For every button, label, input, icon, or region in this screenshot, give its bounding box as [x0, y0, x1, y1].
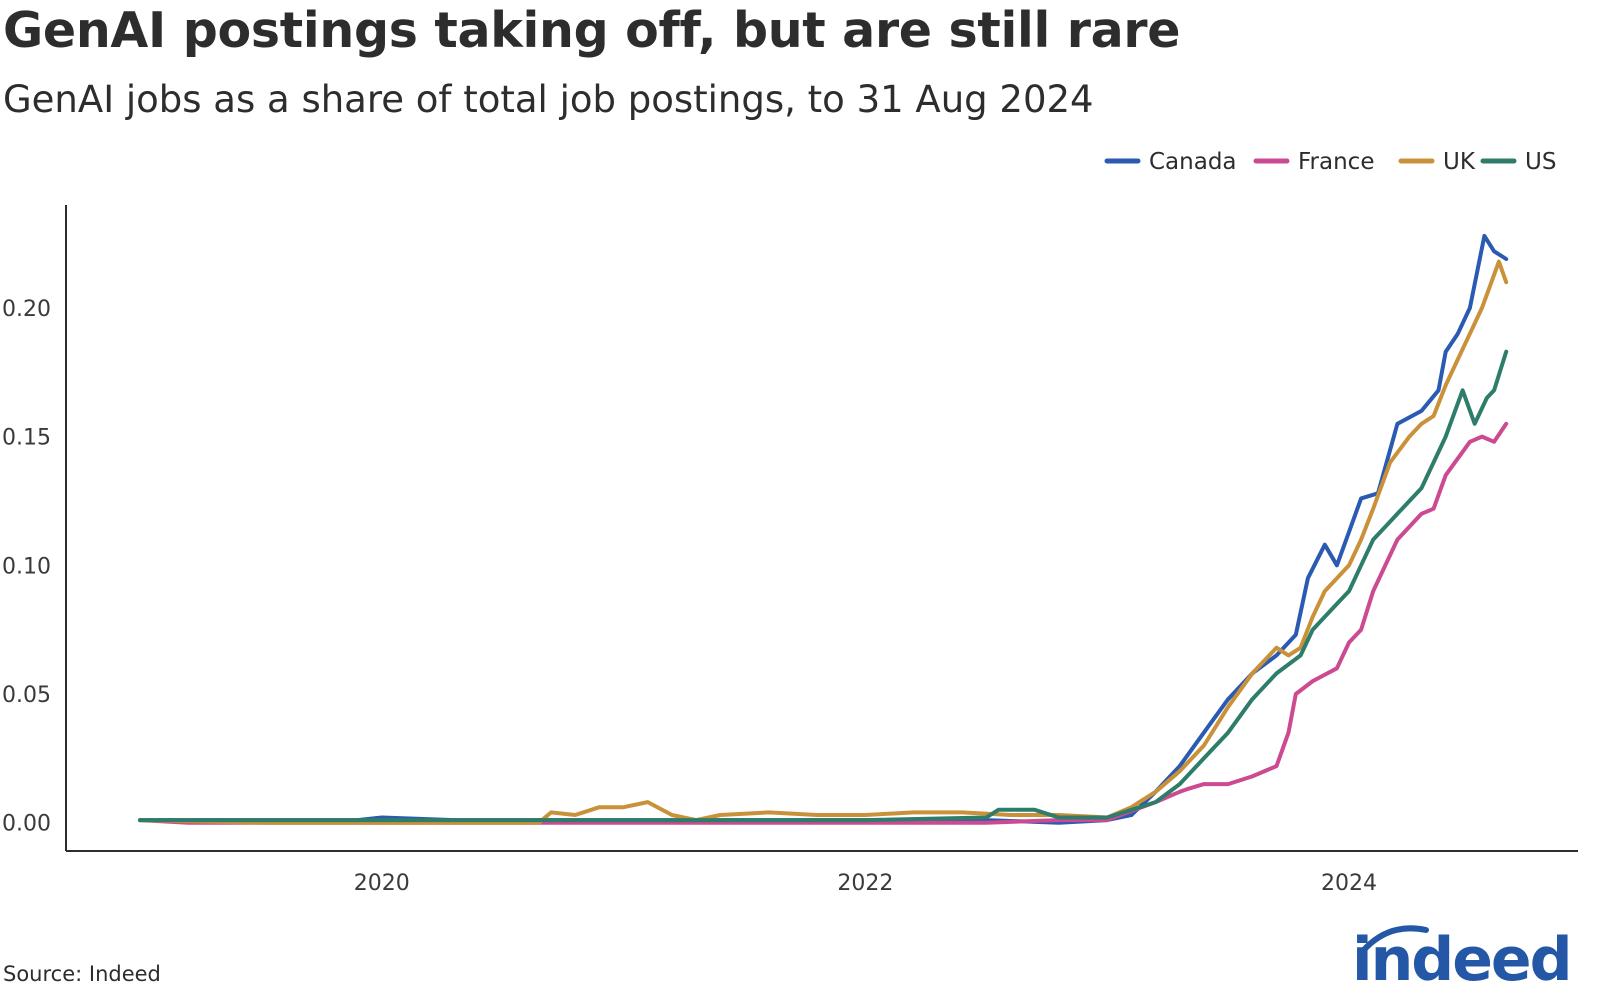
series-line-us [138, 349, 1509, 823]
chart-title: GenAI postings taking off, but are still… [3, 2, 1181, 59]
legend-label-france: France [1298, 149, 1374, 175]
series-line-canada [138, 233, 1509, 825]
chart-subtitle: GenAI jobs as a share of total job posti… [3, 78, 1094, 121]
indeed-logo: indeed [1352, 925, 1573, 995]
legend-label-us: US [1525, 149, 1556, 175]
y-tick-label: 0.05 [2, 683, 51, 708]
y-tick-label: 0.00 [2, 812, 51, 837]
x-tick-label: 2020 [354, 871, 410, 896]
x-tick-label: 2024 [1321, 871, 1377, 896]
indeed-logo-arc-icon [1359, 925, 1429, 955]
y-tick-label: 0.20 [2, 297, 51, 322]
legend-label-uk: UK [1443, 149, 1476, 175]
y-tick-label: 0.10 [2, 554, 51, 579]
source-note: Source: Indeed [3, 962, 161, 986]
y-tick-label: 0.15 [2, 426, 51, 451]
x-tick-label: 2022 [837, 871, 893, 896]
series-line-uk [138, 259, 1509, 825]
series-line-france [138, 421, 1509, 825]
legend-label-canada: Canada [1149, 149, 1237, 175]
